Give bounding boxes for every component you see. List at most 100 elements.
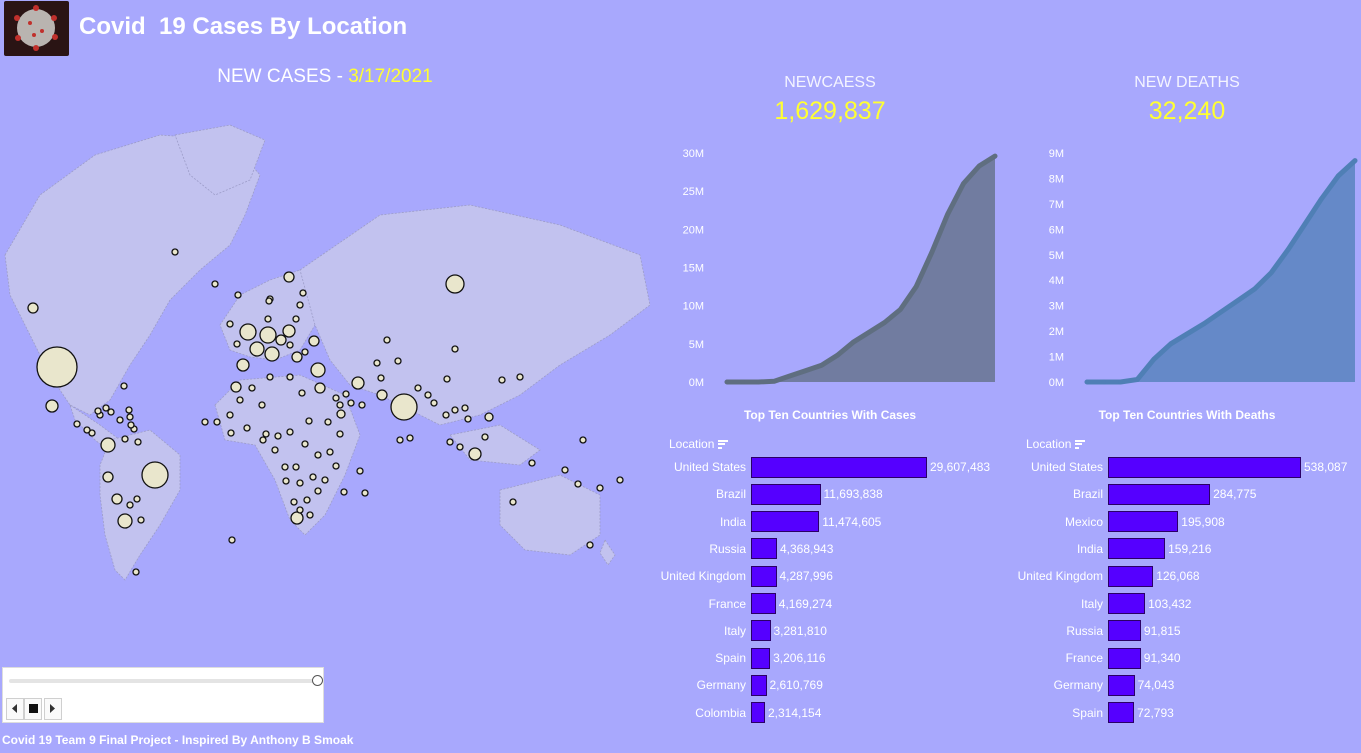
cases-bar-row[interactable]: France 4,169,274 bbox=[660, 593, 1020, 615]
cases-y-tick: 0M bbox=[689, 377, 704, 389]
timeline-slider-thumb[interactable] bbox=[312, 675, 323, 686]
deaths-y-tick: 9M bbox=[1049, 148, 1064, 160]
cases-bar-row[interactable]: United States 29,607,483 bbox=[660, 456, 1020, 478]
deaths-bar[interactable] bbox=[1108, 456, 1301, 478]
deaths-bar[interactable] bbox=[1108, 538, 1166, 560]
animation-player bbox=[2, 667, 324, 723]
deaths-bar-row[interactable]: Germany 74,043 bbox=[1017, 674, 1361, 696]
cases-bar-row[interactable]: Russia 4,368,943 bbox=[660, 538, 1020, 560]
deaths-bar-value: 195,908 bbox=[1181, 514, 1225, 529]
kpi-deaths-label: NEW DEATHS bbox=[1134, 74, 1240, 91]
deaths-y-tick: 1M bbox=[1049, 352, 1064, 364]
deaths-bar[interactable] bbox=[1108, 483, 1211, 505]
cases-point bbox=[835, 353, 840, 358]
cases-point bbox=[819, 363, 824, 368]
cases-bar[interactable] bbox=[751, 565, 777, 587]
deaths-bar-value: 284,775 bbox=[1213, 487, 1257, 502]
cases-point bbox=[977, 163, 982, 169]
deaths-bar-label: Mexico bbox=[1064, 514, 1103, 529]
deaths-point bbox=[1168, 341, 1173, 346]
deaths-point bbox=[1319, 196, 1324, 201]
cases-bar-row[interactable]: Brazil 11,693,838 bbox=[660, 483, 1020, 505]
cases-bar[interactable] bbox=[751, 702, 765, 724]
cases-bar-row[interactable]: United Kingdom 4,287,996 bbox=[660, 565, 1020, 587]
world-map[interactable] bbox=[0, 95, 652, 675]
deaths-point bbox=[1135, 377, 1140, 382]
deaths-bar[interactable] bbox=[1108, 674, 1135, 696]
cases-bar[interactable] bbox=[751, 620, 771, 642]
deaths-point bbox=[1101, 379, 1106, 385]
cases-bar[interactable] bbox=[751, 538, 777, 560]
deaths-bar[interactable] bbox=[1108, 620, 1141, 642]
cases-point bbox=[740, 379, 745, 385]
cases-point bbox=[772, 379, 777, 384]
stop-icon bbox=[28, 700, 38, 718]
sort-icon[interactable] bbox=[1075, 439, 1086, 449]
deaths-point bbox=[1151, 356, 1157, 362]
deaths-bar-label: India bbox=[1076, 541, 1103, 556]
deaths-bar-row[interactable]: United States 538,087 bbox=[1017, 456, 1361, 478]
deaths-bar-row[interactable]: Brazil 284,775 bbox=[1017, 483, 1361, 505]
timeline-slider[interactable] bbox=[9, 679, 319, 683]
deaths-location-header[interactable]: Location bbox=[1026, 437, 1086, 451]
deaths-bar-value: 103,432 bbox=[1148, 596, 1192, 611]
cases-bar[interactable] bbox=[751, 593, 776, 614]
cases-y-tick: 15M bbox=[683, 263, 704, 275]
prev-button[interactable] bbox=[6, 698, 24, 720]
deaths-bar-row[interactable]: France 91,340 bbox=[1017, 647, 1361, 669]
deaths-point bbox=[1235, 298, 1240, 303]
cases-bar-row[interactable]: Spain 3,206,116 bbox=[660, 647, 1020, 669]
cases-bar-value: 4,287,996 bbox=[779, 569, 833, 584]
deaths-bar[interactable] bbox=[1108, 511, 1179, 533]
deaths-bar-label: United States bbox=[1030, 460, 1103, 474]
cases-area bbox=[727, 156, 995, 382]
cases-bar-row[interactable]: Colombia 2,314,154 bbox=[660, 702, 1020, 724]
cases-bar-label: India bbox=[719, 514, 746, 529]
deaths-bar[interactable] bbox=[1108, 702, 1135, 724]
app-title: Covid 19 Cases By Location bbox=[79, 13, 408, 40]
deaths-bar-row[interactable]: India 159,216 bbox=[1017, 538, 1361, 560]
deaths-bar-row[interactable]: United Kingdom 126,068 bbox=[1017, 565, 1361, 587]
deaths-bar-chart: United States 538,087 Brazil 284,775 Mexico 1… bbox=[1017, 456, 1361, 736]
deaths-bar-row[interactable]: Italy 103,432 bbox=[1017, 593, 1361, 615]
deaths-bar[interactable] bbox=[1108, 593, 1146, 614]
cases-bar[interactable] bbox=[751, 456, 927, 478]
deaths-bar-label: Brazil bbox=[1072, 487, 1103, 502]
cases-point bbox=[756, 379, 761, 385]
cases-bar-row[interactable]: Italy 3,281,810 bbox=[660, 620, 1020, 642]
deaths-bar-row[interactable]: Spain 72,793 bbox=[1017, 702, 1361, 724]
deaths-bar[interactable] bbox=[1108, 565, 1154, 587]
stop-button[interactable] bbox=[24, 698, 42, 720]
deaths-area-chart[interactable]: 0M 1M 2M 3M 4M 5M 6M 7M 8M 9M bbox=[1020, 140, 1360, 395]
deaths-bar[interactable] bbox=[1108, 647, 1141, 669]
cases-area-chart[interactable]: 0M 5M 10M 15M 20M 25M 30M bbox=[660, 140, 1005, 395]
cases-bar[interactable] bbox=[751, 647, 771, 669]
deaths-bar-label: Italy bbox=[1080, 596, 1103, 611]
cases-bar[interactable] bbox=[751, 674, 767, 696]
deaths-bar-row[interactable]: Russia 91,815 bbox=[1017, 620, 1361, 642]
cases-location-header[interactable]: Location bbox=[669, 437, 729, 451]
map-heading: NEW CASES - 3/17/2021 bbox=[0, 66, 650, 88]
cases-y-tick: 25M bbox=[683, 186, 704, 198]
cases-bar[interactable] bbox=[751, 483, 821, 505]
cases-point bbox=[898, 307, 903, 312]
cases-bar[interactable] bbox=[751, 511, 820, 533]
cases-point bbox=[929, 250, 935, 255]
deaths-bar-value: 74,043 bbox=[1137, 678, 1175, 693]
cases-bar-row[interactable]: Germany 2,610,769 bbox=[660, 674, 1020, 696]
sort-icon[interactable] bbox=[718, 439, 729, 449]
deaths-bar-label: Spain bbox=[1072, 705, 1103, 720]
deaths-bar-label: Russia bbox=[1066, 623, 1103, 638]
cases-bar-label: United Kingdom bbox=[660, 569, 746, 584]
deaths-bar-row[interactable]: Mexico 195,908 bbox=[1017, 511, 1361, 533]
deaths-point bbox=[1285, 247, 1291, 252]
next-button[interactable] bbox=[44, 698, 62, 720]
deaths-point bbox=[1202, 321, 1207, 326]
deaths-y-tick: 3M bbox=[1049, 301, 1064, 313]
cases-bar-value: 11,474,605 bbox=[822, 514, 882, 529]
footer-credit: Covid 19 Team 9 Final Project - Inspired… bbox=[2, 733, 354, 747]
virus-icon bbox=[4, 1, 69, 56]
cases-bar-value: 4,368,943 bbox=[780, 541, 834, 556]
deaths-bar-value: 126,068 bbox=[1156, 569, 1200, 584]
cases-bar-row[interactable]: India 11,474,605 bbox=[660, 511, 1020, 533]
